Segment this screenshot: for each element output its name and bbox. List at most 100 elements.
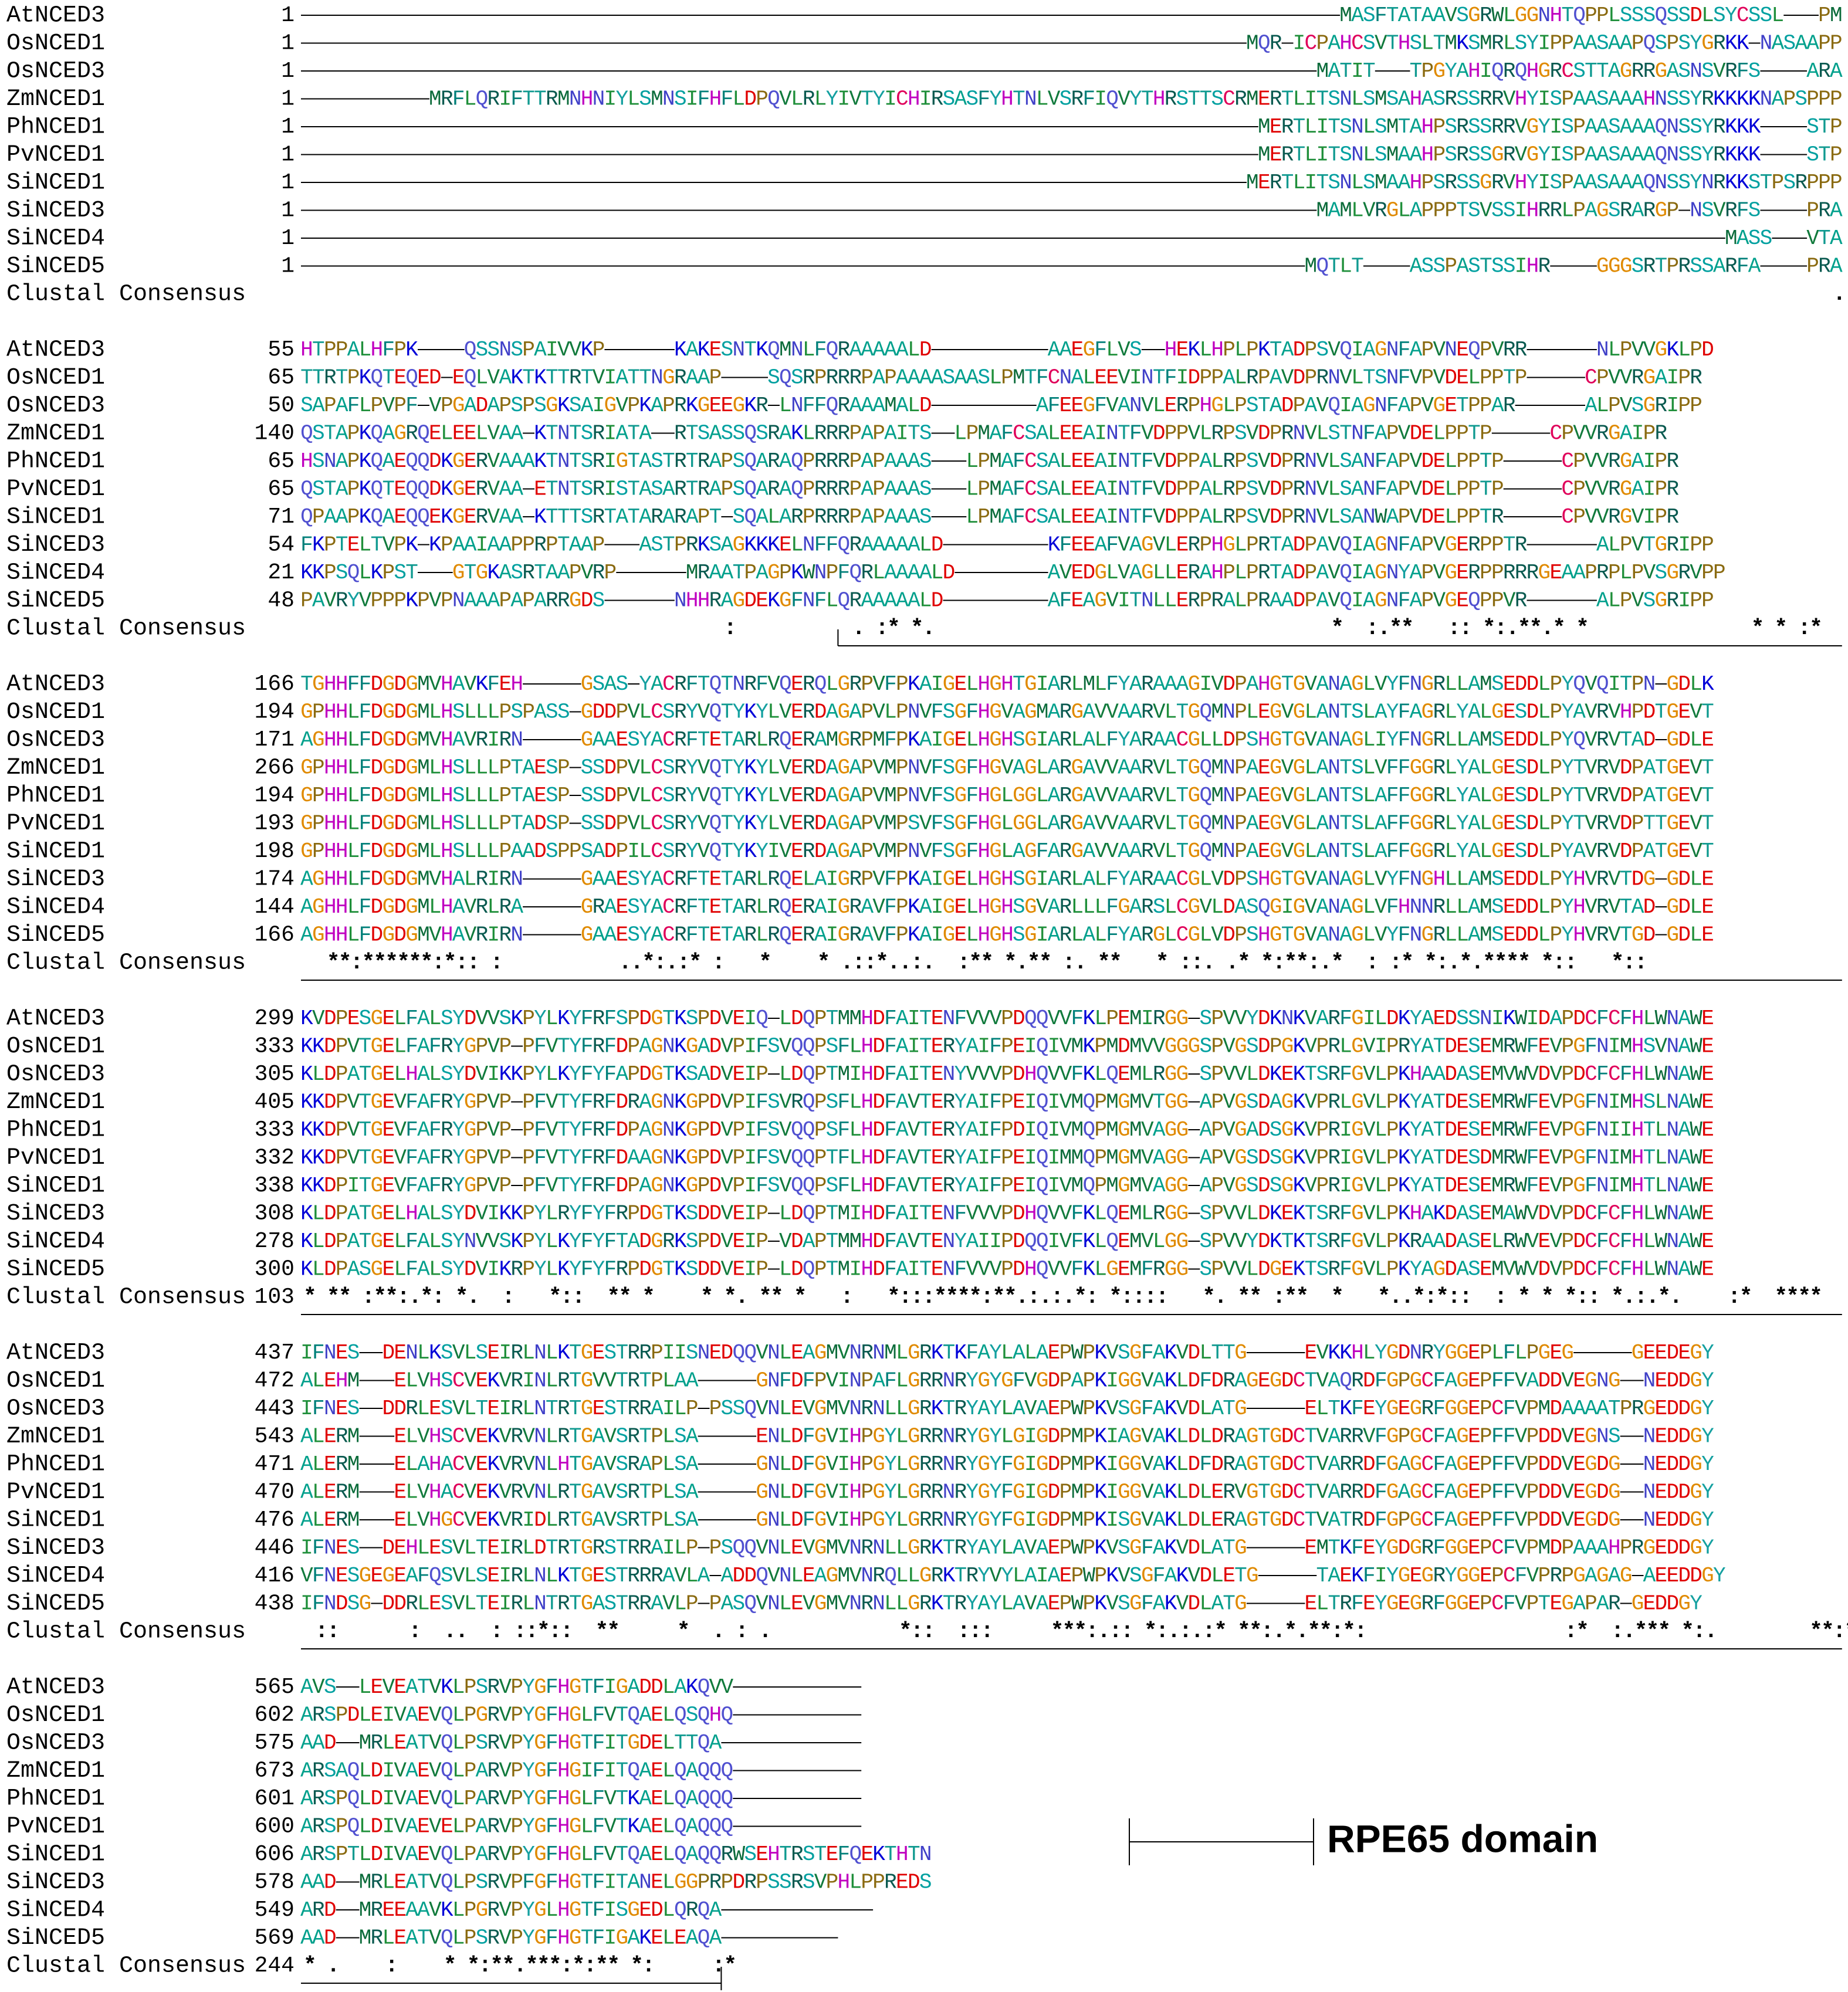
residue: A [1608, 31, 1621, 55]
residue: Q [709, 672, 722, 696]
residue: L [872, 561, 885, 585]
sequence-name: AtNCED3 [6, 3, 105, 29]
residue: V [394, 1174, 407, 1198]
residue: K [1094, 1452, 1107, 1476]
residue: D [476, 394, 489, 418]
residue: S [1491, 895, 1504, 919]
residue: E [931, 1174, 944, 1198]
residue: I [838, 87, 851, 111]
residue: P [1386, 1146, 1399, 1170]
residue: G [1527, 115, 1539, 139]
residue: V [1211, 867, 1224, 891]
residue: A [1386, 477, 1399, 501]
residue: P [441, 394, 453, 418]
residue: V [464, 1452, 477, 1476]
residue: L [1339, 254, 1352, 278]
residue: P [814, 1201, 827, 1225]
residue: Q [405, 505, 418, 529]
residue: S [510, 561, 523, 585]
residue: A [709, 449, 722, 473]
residue: E [955, 867, 967, 891]
residue: P [1549, 784, 1562, 808]
residue: E [336, 1397, 348, 1421]
residue: P [1211, 1034, 1224, 1058]
residue: F [405, 1174, 418, 1198]
residue: G [452, 394, 465, 418]
residue: V [1549, 1090, 1562, 1114]
residue: R [1503, 1118, 1516, 1142]
residue: F [1491, 1452, 1504, 1476]
residue: H [324, 784, 337, 808]
residue: A [884, 505, 897, 529]
residue: A [896, 1146, 909, 1170]
residue: K [756, 533, 769, 557]
residue: - [1188, 1201, 1201, 1225]
residue: A [1270, 588, 1282, 612]
residue: Y [1701, 1368, 1714, 1393]
residue: A [709, 561, 722, 585]
residue: D [872, 1007, 885, 1031]
residue: R [1503, 394, 1516, 418]
residue: L [1246, 700, 1259, 724]
residue: E [1503, 784, 1516, 808]
residue: S [1246, 1090, 1259, 1114]
residue: V [1153, 811, 1166, 835]
residue: L [779, 1452, 792, 1476]
residue: P [627, 1118, 640, 1142]
residue: D [1678, 895, 1691, 919]
residue: D [324, 1062, 337, 1086]
residue: K [1165, 1368, 1177, 1393]
residue: K [908, 672, 920, 696]
residue: V [1234, 1062, 1247, 1086]
residue: G [1118, 1368, 1131, 1393]
residue: F [814, 394, 827, 418]
residue: T [709, 505, 722, 529]
residue: Y [1118, 672, 1131, 696]
residue: S [1024, 421, 1037, 445]
residue: L [405, 1424, 418, 1448]
residue: G [1270, 672, 1282, 696]
residue: R [1328, 1201, 1341, 1225]
residue: F [1503, 1424, 1516, 1448]
residue: G [1351, 1257, 1364, 1281]
residue: - [604, 588, 617, 612]
residue: Q [756, 1007, 769, 1031]
residue: - [1620, 1452, 1633, 1476]
residue: L [662, 1424, 675, 1448]
residue: A [1281, 533, 1294, 557]
residue: P [1632, 839, 1644, 863]
residue: Q [1024, 1007, 1037, 1031]
residue: F [803, 394, 815, 418]
residue: D [382, 1341, 395, 1365]
residue: V [721, 1201, 734, 1225]
residue: T [698, 672, 710, 696]
residue: A [1246, 811, 1259, 835]
residue: G [1270, 728, 1282, 752]
start-position: 1 [281, 31, 295, 56]
sequence-name: SiNCED4 [6, 226, 105, 252]
residue: T [1339, 784, 1352, 808]
residue: L [476, 421, 489, 445]
residue: G [405, 756, 418, 780]
residue: L [849, 1118, 862, 1142]
residue: A [615, 421, 628, 445]
sequence-name: SiNCED5 [6, 588, 105, 614]
residue: V [452, 1397, 465, 1421]
residue: V [347, 1090, 360, 1114]
residue: - [510, 1174, 523, 1198]
residue: F [1620, 1007, 1633, 1031]
residue: L [417, 1397, 430, 1421]
residue: R [1060, 895, 1072, 919]
residue: N [1596, 338, 1609, 362]
residue: S [943, 784, 956, 808]
residue: E [791, 867, 804, 891]
residue: A [1456, 254, 1469, 278]
residue: - [1760, 115, 1773, 139]
residue: Y [955, 1034, 967, 1058]
residue: S [1503, 254, 1516, 278]
residue: S [1339, 505, 1352, 529]
residue: T [1153, 365, 1166, 389]
residue: V [1316, 477, 1329, 501]
residue: L [1421, 31, 1434, 55]
residue: F [884, 1257, 897, 1281]
